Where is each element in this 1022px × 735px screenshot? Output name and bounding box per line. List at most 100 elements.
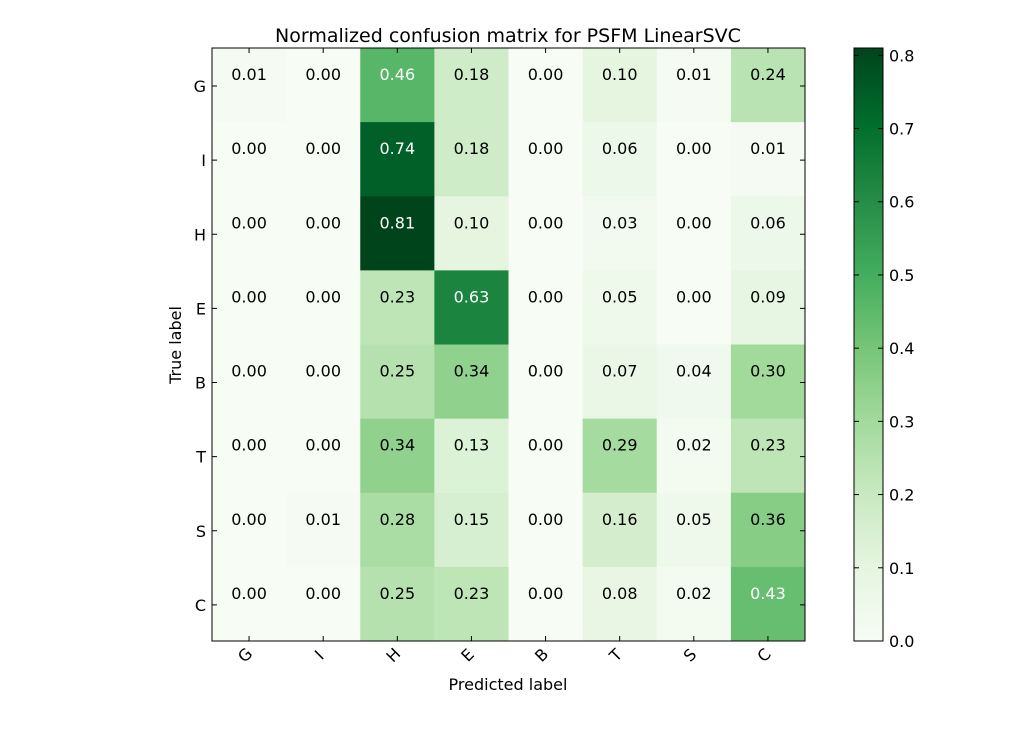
cell-value-label: 0.00 — [231, 287, 267, 306]
heatmap-cell — [212, 418, 287, 494]
cell-value-label: 0.00 — [305, 287, 341, 306]
heatmap-cell — [730, 344, 806, 420]
colorbar-tick-label: 0.1 — [889, 559, 914, 578]
heatmap-cell — [434, 492, 509, 568]
cell-value-label: 0.30 — [750, 362, 786, 381]
heatmap-cell — [434, 566, 509, 642]
heatmap-cell — [286, 344, 361, 420]
heatmap-cells: 0.01 0.00 0.46 0.18 0.00 0.10 0.01 0.24 0.00 0.00… — [212, 48, 806, 642]
x-tick-label: H — [382, 644, 404, 666]
heatmap-cell — [434, 418, 509, 494]
cell-value-label: 0.03 — [602, 213, 638, 232]
heatmap-cell — [656, 122, 732, 197]
heatmap-cell — [212, 344, 287, 420]
x-tick-label: C — [753, 644, 774, 665]
heatmap-cell — [360, 48, 435, 123]
heatmap-cell — [582, 122, 658, 197]
cell-value-label: 0.00 — [305, 65, 341, 84]
heatmap-cell — [582, 492, 658, 568]
heatmap-cell — [212, 196, 287, 271]
colorbar-tick-label: 0.0 — [889, 632, 914, 651]
cell-value-label: 0.00 — [676, 287, 712, 306]
cell-value-label: 0.02 — [676, 436, 712, 455]
cell-value-label: 0.05 — [676, 510, 712, 529]
heatmap-cell — [656, 492, 732, 568]
heatmap-cell — [360, 344, 435, 420]
heatmap-cell — [286, 270, 361, 345]
cell-value-label: 0.43 — [750, 584, 786, 603]
cell-value-label: 0.00 — [305, 436, 341, 455]
heatmap-cell — [582, 270, 658, 345]
cell-value-label: 0.09 — [750, 287, 786, 306]
cell-value-label: 0.01 — [750, 139, 786, 158]
heatmap-cell — [434, 344, 509, 420]
y-tick-label: C — [195, 596, 206, 615]
heatmap-cell — [286, 418, 361, 494]
cell-value-label: 0.00 — [231, 436, 267, 455]
cell-value-label: 0.00 — [676, 139, 712, 158]
colorbar-gradient — [853, 47, 884, 642]
cell-value-label: 0.25 — [380, 362, 416, 381]
cell-value-label: 0.00 — [305, 213, 341, 232]
cell-value-label: 0.00 — [305, 139, 341, 158]
cell-value-label: 0.05 — [602, 287, 638, 306]
plot-frame — [211, 47, 806, 642]
y-tick-label: T — [195, 448, 206, 467]
cell-value-label: 0.00 — [676, 213, 712, 232]
y-tick-label: B — [195, 374, 206, 393]
cell-value-label: 0.18 — [454, 65, 490, 84]
x-tick-label: I — [311, 647, 328, 664]
heatmap-cell — [286, 196, 361, 271]
cell-value-label: 0.10 — [602, 65, 638, 84]
cell-value-label: 0.46 — [380, 65, 416, 84]
heatmap-cell — [212, 270, 287, 345]
cell-value-label: 0.00 — [305, 362, 341, 381]
heatmap-cell — [730, 566, 806, 642]
y-tick-label: G — [194, 77, 206, 96]
cell-value-label: 0.29 — [602, 436, 638, 455]
y-axis-label: True label — [166, 306, 185, 385]
heatmap-cell — [730, 122, 806, 197]
heatmap-cell — [286, 122, 361, 197]
heatmap-cell — [212, 566, 287, 642]
cell-value-label: 0.00 — [231, 213, 267, 232]
heatmap-cell — [508, 122, 584, 197]
y-tick-label: E — [196, 299, 206, 318]
cell-value-label: 0.04 — [676, 362, 712, 381]
cell-value-label: 0.34 — [454, 362, 490, 381]
heatmap-cell — [656, 196, 732, 271]
heatmap-cell — [434, 48, 509, 123]
cell-value-label: 0.08 — [602, 584, 638, 603]
colorbar-tick-label: 0.3 — [889, 412, 914, 431]
y-tick-label: H — [194, 225, 206, 244]
cell-value-label: 0.07 — [602, 362, 638, 381]
cell-value-label: 0.34 — [380, 436, 416, 455]
heatmap-cell — [360, 418, 435, 494]
cell-value-label: 0.02 — [676, 584, 712, 603]
cell-value-label: 0.24 — [750, 65, 786, 84]
x-axis-label: Predicted label — [449, 675, 568, 694]
cell-value-label: 0.18 — [454, 139, 490, 158]
heatmap-cell — [508, 492, 584, 568]
heatmap-cell — [508, 418, 584, 494]
heatmap-cell — [360, 492, 435, 568]
x-tick-label: E — [457, 645, 478, 666]
cell-value-label: 0.00 — [305, 584, 341, 603]
chart-title: Normalized confusion matrix for PSFM Lin… — [275, 25, 741, 47]
x-tick-label: G — [234, 644, 256, 666]
colorbar: 0.0 0.1 0.2 0.3 0.4 0.5 0.6 0.7 0.8 — [853, 46, 914, 651]
cell-value-label: 0.01 — [231, 65, 267, 84]
heatmap-cell — [360, 196, 435, 271]
heatmap-cell — [508, 344, 584, 420]
heatmap-cell — [434, 270, 509, 345]
heatmap-cell — [582, 566, 658, 642]
cell-value-label: 0.16 — [602, 510, 638, 529]
cell-value-label: 0.00 — [231, 584, 267, 603]
x-tick-label: S — [680, 645, 701, 666]
colorbar-tick-label: 0.8 — [889, 46, 914, 65]
heatmap-cell — [582, 418, 658, 494]
heatmap-cell — [582, 48, 658, 123]
y-tick-label: S — [196, 522, 206, 541]
colorbar-tick-label: 0.7 — [889, 120, 914, 139]
